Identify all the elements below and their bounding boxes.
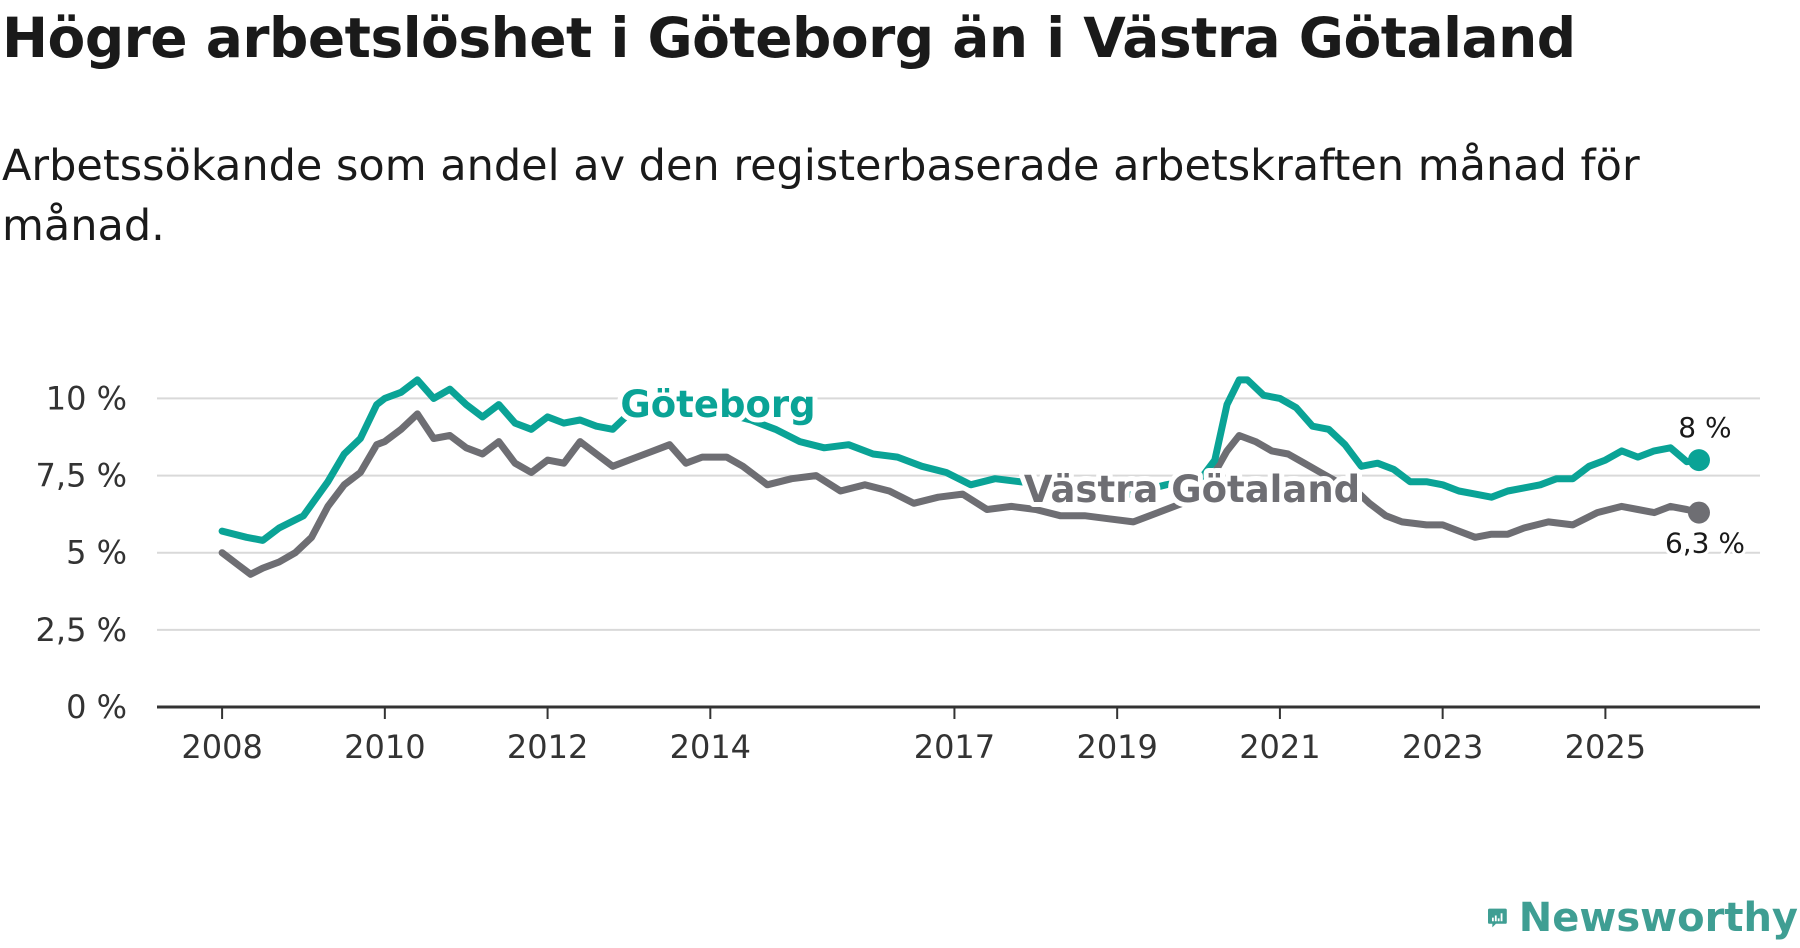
y-tick-label: 0 %	[66, 688, 127, 726]
chart-subtitle: Arbetssökande som andel av den registerb…	[2, 141, 1640, 251]
chart-title: Högre arbetslöshet i Göteborg än i Västr…	[2, 6, 1576, 70]
series-line-goteborg	[218, 376, 1703, 544]
y-axis-ticks: 0 % 2,5 % 5 % 7,5 % 10 %	[36, 379, 127, 726]
end-point-vastra-gotaland	[1687, 501, 1710, 524]
x-tick-label: 2008	[181, 728, 262, 766]
end-label-vastra-gotaland: 6,3 %	[1665, 527, 1745, 560]
newsworthy-logo: Newsworthy	[1488, 890, 1798, 946]
end-point-goteborg	[1687, 449, 1710, 472]
y-tick-label: 2,5 %	[36, 611, 127, 649]
y-tick-label: 5 %	[66, 534, 127, 572]
x-tick-label: 2023	[1402, 728, 1483, 766]
x-tick-label: 2021	[1239, 728, 1320, 766]
line-chart: 0 % 2,5 % 5 % 7,5 % 10 % 2008 2010 2012 2014 201…	[36, 376, 1760, 766]
end-label-goteborg: 8 %	[1678, 411, 1731, 444]
series-lines	[218, 376, 1710, 578]
brand-name: Newsworthy	[1518, 895, 1798, 941]
x-axis: 2008 2010 2012 2014 2017 2019 2021 2023 2025	[157, 705, 1760, 766]
newsworthy-icon	[1488, 908, 1507, 928]
series-label-vastra-gotaland: Västra Götaland	[1024, 468, 1360, 511]
x-tick-label: 2014	[670, 728, 751, 766]
x-tick-label: 2012	[507, 728, 588, 766]
y-tick-label: 10 %	[46, 379, 127, 417]
x-tick-label: 2019	[1076, 728, 1157, 766]
series-label-goteborg: Göteborg	[620, 383, 815, 426]
x-tick-label: 2017	[914, 728, 995, 766]
series-labels: 8 % 6,3 % Göteborg Västra Götaland	[615, 378, 1748, 563]
series-line-vastra-gotaland	[218, 410, 1703, 578]
x-tick-label: 2010	[344, 728, 425, 766]
x-tick-label: 2025	[1565, 728, 1646, 766]
y-tick-label: 7,5 %	[36, 457, 127, 495]
